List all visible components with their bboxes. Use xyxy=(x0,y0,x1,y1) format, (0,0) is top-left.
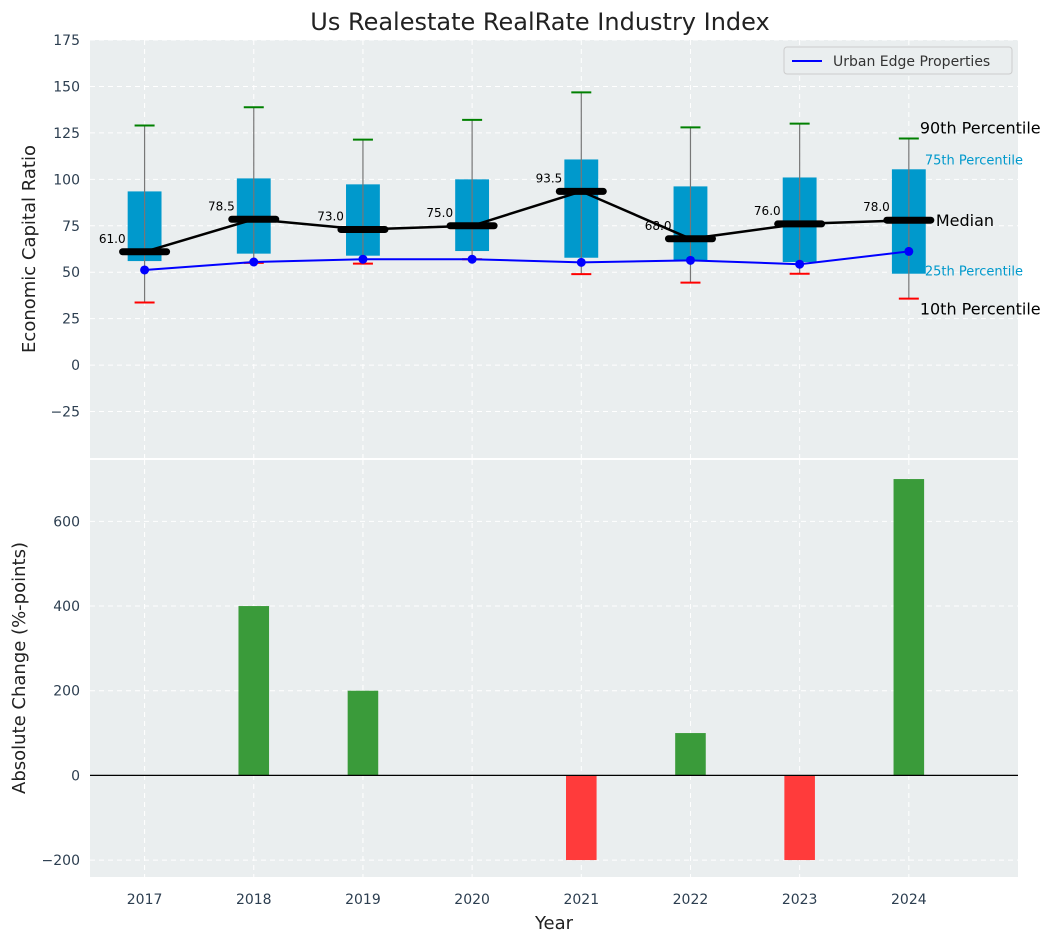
x-tick-label: 2018 xyxy=(236,892,272,908)
bottom-y-label: Absolute Change (%-points) xyxy=(9,542,30,794)
urban-edge-point xyxy=(685,255,695,265)
urban-edge-point xyxy=(467,254,477,264)
x-tick-label: 2017 xyxy=(127,892,163,908)
x-tick-label: 2021 xyxy=(563,892,599,908)
y-tick-label-bottom: 400 xyxy=(53,599,80,615)
urban-edge-point xyxy=(358,254,368,264)
urban-edge-point xyxy=(140,265,150,275)
y-tick-label-top: 100 xyxy=(53,172,80,188)
median-value-label: 75.0 xyxy=(426,206,453,220)
urban-edge-point xyxy=(576,257,586,267)
urban-edge-point xyxy=(249,257,259,267)
x-tick-label: 2024 xyxy=(891,892,927,908)
median-value-label: 61.0 xyxy=(99,232,126,246)
annotation-25th-percentile: 25th Percentile xyxy=(925,265,1023,280)
annotation-90th-percentile: 90th Percentile xyxy=(920,118,1041,137)
x-tick-label: 2022 xyxy=(673,892,709,908)
x-tick-label: 2023 xyxy=(782,892,818,908)
urban-edge-point xyxy=(795,259,805,269)
bar xyxy=(893,479,925,776)
bar xyxy=(784,775,815,861)
median-value-label: 78.0 xyxy=(863,200,890,214)
median-value-label: 78.5 xyxy=(208,199,235,213)
y-tick-label-top: 75 xyxy=(62,219,80,235)
y-tick-label-bottom: 0 xyxy=(71,768,80,784)
top-y-label: Economic Capital Ratio xyxy=(19,145,40,353)
bottom-plot-area xyxy=(90,460,1018,877)
bar xyxy=(675,733,706,776)
y-tick-label-top: 125 xyxy=(53,126,80,142)
y-tick-label-top: 25 xyxy=(62,312,80,328)
legend-label-urban-edge: Urban Edge Properties xyxy=(833,54,990,70)
median-value-label: 73.0 xyxy=(317,209,344,223)
x-axis-label: Year xyxy=(534,913,574,934)
x-tick-label: 2020 xyxy=(454,892,490,908)
bar xyxy=(566,775,597,861)
y-tick-label-top: 0 xyxy=(71,358,80,374)
urban-edge-line xyxy=(144,250,909,271)
annotation-10th-percentile: 10th Percentile xyxy=(920,300,1041,319)
y-tick-label-top: 150 xyxy=(53,79,80,95)
y-tick-label-bottom: 600 xyxy=(53,514,80,530)
y-tick-label-top: 50 xyxy=(62,265,80,281)
y-tick-label-top: 175 xyxy=(53,33,80,49)
median-value-label: 68.0 xyxy=(645,219,672,233)
urban-edge-point xyxy=(904,246,914,256)
median-value-label: 76.0 xyxy=(754,204,781,218)
y-tick-label-top: −25 xyxy=(50,405,80,421)
y-tick-label-bottom: 200 xyxy=(53,684,80,700)
x-tick-label: 2019 xyxy=(345,892,381,908)
annotation-75th-percentile: 75th Percentile xyxy=(925,153,1023,168)
top-plot-area xyxy=(90,40,1018,458)
median-value-label: 93.5 xyxy=(536,171,563,185)
annotation-median: Median xyxy=(936,211,994,230)
legend: Urban Edge Properties xyxy=(783,46,1013,75)
bar xyxy=(347,690,379,776)
chart-title: Us Realestate RealRate Industry Index xyxy=(310,8,769,36)
y-tick-label-bottom: −200 xyxy=(42,853,80,869)
bar xyxy=(238,606,270,776)
